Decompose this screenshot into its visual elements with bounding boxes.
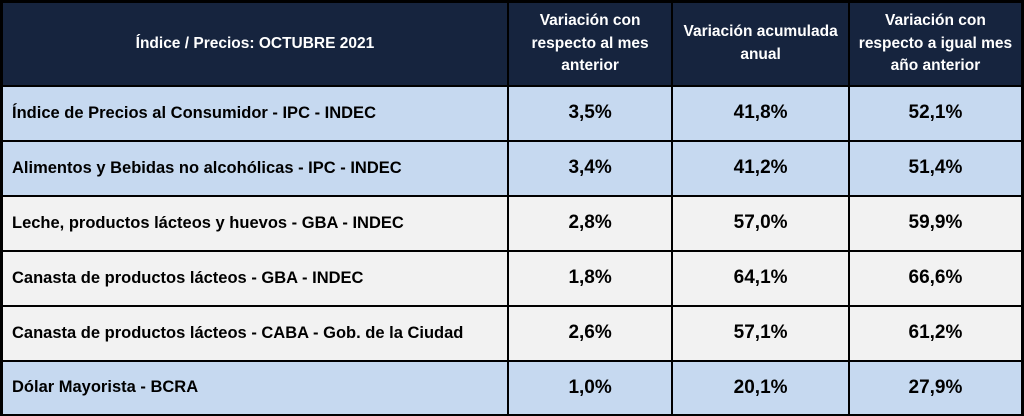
table-row: Canasta de productos lácteos - GBA - IND… (0, 249, 1024, 307)
row-label: Leche, productos lácteos y huevos - GBA … (0, 194, 509, 252)
row-value-yoy: 27,9% (847, 359, 1024, 416)
row-value-yoy: 61,2% (847, 304, 1024, 362)
row-value-yoy: 66,6% (847, 249, 1024, 307)
table-row: Leche, productos lácteos y huevos - GBA … (0, 194, 1024, 252)
table-row: Alimentos y Bebidas no alcohólicas - IPC… (0, 139, 1024, 197)
row-value-accumulated: 41,2% (671, 139, 850, 197)
header-col-accumulated-variation: Variación acumulada anual (671, 0, 850, 87)
row-label: Canasta de productos lácteos - GBA - IND… (0, 249, 509, 307)
table-row: Índice de Precios al Consumidor - IPC - … (0, 84, 1024, 142)
row-value-accumulated: 57,0% (671, 194, 850, 252)
row-value-yoy: 59,9% (847, 194, 1024, 252)
row-value-monthly: 3,5% (506, 84, 674, 142)
row-value-accumulated: 41,8% (671, 84, 850, 142)
header-col-yoy-variation: Variación con respecto a igual mes año a… (847, 0, 1024, 87)
table-row: Canasta de productos lácteos - CABA - Go… (0, 304, 1024, 362)
row-value-monthly: 3,4% (506, 139, 674, 197)
row-value-accumulated: 20,1% (671, 359, 850, 416)
row-label: Dólar Mayorista - BCRA (0, 359, 509, 416)
row-label: Índice de Precios al Consumidor - IPC - … (0, 84, 509, 142)
row-value-monthly: 2,8% (506, 194, 674, 252)
row-label: Canasta de productos lácteos - CABA - Go… (0, 304, 509, 362)
row-value-yoy: 51,4% (847, 139, 1024, 197)
row-value-accumulated: 57,1% (671, 304, 850, 362)
table-header: Índice / Precios: OCTUBRE 2021 Variación… (0, 0, 1024, 87)
row-value-yoy: 52,1% (847, 84, 1024, 142)
row-value-monthly: 1,0% (506, 359, 674, 416)
row-value-monthly: 2,6% (506, 304, 674, 362)
header-row: Índice / Precios: OCTUBRE 2021 Variación… (0, 0, 1024, 87)
table-body: Índice de Precios al Consumidor - IPC - … (0, 84, 1024, 416)
row-value-accumulated: 64,1% (671, 249, 850, 307)
row-label: Alimentos y Bebidas no alcohólicas - IPC… (0, 139, 509, 197)
table-row: Dólar Mayorista - BCRA 1,0% 20,1% 27,9% (0, 359, 1024, 416)
header-title: Índice / Precios: OCTUBRE 2021 (0, 0, 509, 87)
row-value-monthly: 1,8% (506, 249, 674, 307)
header-col-monthly-variation: Variación con respecto al mes anterior (506, 0, 674, 87)
